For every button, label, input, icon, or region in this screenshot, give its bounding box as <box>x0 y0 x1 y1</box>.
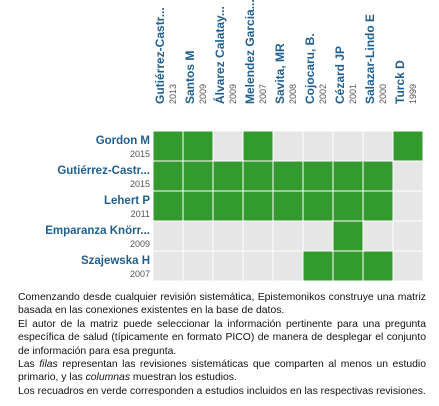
column-year: 2002 <box>318 84 328 104</box>
description: Comenzando desde cualquier revisión sist… <box>18 291 426 398</box>
row-year: 2007 <box>130 269 150 279</box>
matrix-cell <box>212 250 244 282</box>
column-year: 2001 <box>348 84 358 104</box>
matrix-cell <box>152 220 184 252</box>
matrix-cell <box>302 250 334 282</box>
matrix-cell <box>272 130 304 162</box>
matrix-cell <box>392 190 424 222</box>
column-year: 2009 <box>198 84 208 104</box>
column-name: Cojocaru, B. <box>303 33 317 104</box>
matrix-cell <box>212 190 244 222</box>
column-name: Salazar-Lindo E <box>363 14 377 104</box>
matrix-cell <box>362 220 394 252</box>
matrix-cell <box>242 250 274 282</box>
row-year: 2009 <box>130 239 150 249</box>
column-name: Santos M <box>183 51 197 104</box>
text: columnas <box>85 372 131 384</box>
row-name: Gordon M <box>96 135 150 147</box>
text: muestran los estudios. <box>130 372 237 384</box>
matrix-cell <box>332 250 364 282</box>
matrix-cell <box>392 220 424 252</box>
paragraph: El autor de la matriz puede seleccionar … <box>18 318 426 357</box>
matrix-cell <box>242 160 274 192</box>
column-year: 2007 <box>258 84 268 104</box>
matrix-cell <box>242 130 274 162</box>
matrix-cell <box>242 220 274 252</box>
matrix-cell <box>182 130 214 162</box>
column-name: Cézard JP <box>333 46 347 104</box>
paragraph: Las filas representan las revisiones sis… <box>18 358 426 385</box>
matrix-cell <box>242 190 274 222</box>
column-name: Savita, MR <box>273 43 287 104</box>
matrix-cell <box>392 160 424 192</box>
column-year: 2009 <box>228 84 238 104</box>
column-name: Melendez Garcia... <box>243 0 257 104</box>
matrix-cell <box>182 160 214 192</box>
column-name: Turck D <box>393 60 407 104</box>
column-year: 2000 <box>378 84 388 104</box>
column-year: 1999 <box>408 84 418 104</box>
matrix-cell <box>392 130 424 162</box>
row-name: Lehert P <box>104 195 150 207</box>
matrix-cell <box>152 250 184 282</box>
matrix-cell <box>182 250 214 282</box>
matrix-cell <box>362 190 394 222</box>
matrix-cell <box>332 190 364 222</box>
matrix-cell <box>302 130 334 162</box>
text: Las <box>18 359 40 371</box>
row-year: 2015 <box>130 149 150 159</box>
matrix-cell <box>182 220 214 252</box>
matrix-cell <box>302 220 334 252</box>
matrix-cell <box>362 130 394 162</box>
matrix-cell <box>152 160 184 192</box>
row-name: Gutiérrez-Castr... <box>57 165 150 177</box>
matrix-cell <box>362 250 394 282</box>
matrix-cell <box>212 220 244 252</box>
paragraph: Los recuadros en verde corresponden a es… <box>18 385 426 397</box>
column-year: 2008 <box>288 84 298 104</box>
matrix-cell <box>392 250 424 282</box>
row-name: Emparanza Knörr... <box>45 225 150 237</box>
matrix-cell <box>212 130 244 162</box>
row-name: Szajewska H <box>81 255 150 267</box>
column-year: 2013 <box>168 84 178 104</box>
column-name: Álvarez Calatay... <box>212 6 227 104</box>
matrix-cell <box>302 190 334 222</box>
matrix-cell <box>272 190 304 222</box>
text: representan las revisiones sistemáticas … <box>18 359 426 384</box>
matrix-cell <box>152 130 184 162</box>
row-year: 2011 <box>131 209 150 219</box>
matrix-cell <box>362 160 394 192</box>
matrix-cell <box>302 160 334 192</box>
column-name: Gutiérrez-Castr... <box>153 7 167 104</box>
matrix-cell <box>332 160 364 192</box>
matrix: Gutiérrez-Castr... 2013 Santos M 2009 Álvare… <box>45 0 424 282</box>
matrix-cell <box>212 160 244 192</box>
matrix-cell <box>152 190 184 222</box>
matrix-cell <box>272 160 304 192</box>
paragraph: Comenzando desde cualquier revisión sist… <box>18 292 426 317</box>
text: filas <box>39 359 58 371</box>
matrix-cell <box>332 130 364 162</box>
matrix-cell <box>332 220 364 252</box>
row-year: 2015 <box>130 179 150 189</box>
matrix-cell <box>272 220 304 252</box>
matrix-cell <box>182 190 214 222</box>
matrix-cell <box>272 250 304 282</box>
